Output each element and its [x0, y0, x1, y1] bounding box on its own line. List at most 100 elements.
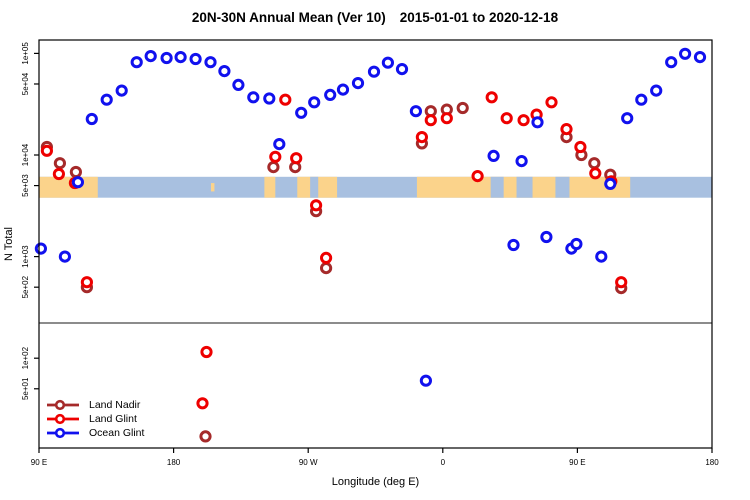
data-point-land_glint: [517, 114, 530, 127]
data-point-ocean_glint: [351, 77, 365, 90]
chart-title-main: 20N-30N Annual Mean (Ver 10): [191, 10, 386, 25]
data-point-land_glint: [574, 140, 587, 154]
data-point-land_nadir: [588, 157, 601, 170]
y-tick-label: 5e+04: [21, 72, 30, 95]
data-point-land_nadir: [199, 430, 212, 443]
data-point-ocean_glint: [85, 112, 98, 126]
x-tick-label: 0: [441, 458, 446, 467]
data-point-ocean_glint: [621, 112, 634, 125]
chart-title-dates: 2015-01-01 to 2020-12-18: [399, 10, 559, 25]
x-tick-label: 180: [705, 458, 719, 467]
data-point-ocean_glint: [324, 88, 337, 102]
y-tick-label: 1e+04: [21, 143, 30, 166]
data-point-ocean_glint: [693, 51, 707, 64]
data-point-land_nadir: [320, 262, 333, 275]
data-point-ocean_glint: [295, 106, 308, 119]
data-point-ocean_glint: [263, 92, 276, 105]
data-point-land_glint: [560, 123, 573, 136]
data-point-ocean_glint: [247, 91, 260, 104]
map-strip-land: [264, 176, 276, 198]
legend-item-land-glint: Land Glint: [46, 412, 144, 426]
legend-label-land-glint: Land Glint: [89, 413, 137, 425]
y-tick-label: 1e+02: [21, 346, 30, 369]
y-tick-label: 5e+02: [21, 275, 30, 298]
data-point-ocean_glint: [531, 116, 544, 129]
data-point-land_glint: [424, 114, 437, 127]
data-point-land_glint: [290, 152, 303, 165]
data-point-ocean_glint: [515, 155, 528, 168]
legend-label-land-nadir: Land Nadir: [89, 399, 141, 411]
y-tick-label: 5e+03: [21, 174, 30, 197]
data-point-ocean_glint: [273, 138, 286, 151]
data-point-ocean_glint: [419, 374, 432, 387]
map-strip-ocean-gap: [490, 176, 504, 198]
x-tick-label: 90 E: [569, 458, 585, 467]
data-point-ocean_glint: [174, 51, 187, 64]
data-point-ocean_glint: [115, 84, 128, 97]
data-point-ocean_glint: [144, 50, 157, 63]
data-point-ocean_glint: [218, 65, 231, 78]
data-point-ocean_glint: [595, 250, 608, 263]
data-point-ocean_glint: [604, 177, 617, 190]
data-point-ocean_glint: [540, 230, 553, 244]
data-point-land_glint: [320, 251, 333, 264]
data-point-land_glint: [52, 167, 66, 181]
data-point-ocean_glint: [308, 96, 321, 109]
data-point-land_glint: [545, 96, 558, 109]
data-point-land_glint: [40, 144, 54, 157]
data-point-land_glint: [200, 345, 213, 359]
plot-background: [39, 40, 712, 448]
data-point-ocean_glint: [635, 93, 648, 106]
data-point-land_glint: [80, 276, 94, 289]
data-point-land_glint: [615, 276, 628, 289]
data-point-ocean_glint: [409, 105, 422, 118]
map-strip-land: [39, 176, 98, 198]
data-point-land_glint: [310, 199, 323, 212]
x-axis-title: Longitude (deg E): [331, 476, 420, 488]
data-point-ocean_glint: [336, 83, 350, 96]
chart-title: 20N-30N Annual Mean (Ver 10) 2015-01-01 t…: [0, 10, 750, 25]
data-point-ocean_glint: [487, 149, 500, 162]
data-point-ocean_glint: [570, 237, 583, 251]
map-strip-ocean-gap: [555, 176, 570, 198]
x-tick-label: 180: [167, 458, 181, 467]
plot-border: [38, 39, 713, 449]
data-point-ocean_glint: [160, 51, 173, 65]
data-point-land_nadir: [456, 101, 469, 115]
legend-item-ocean-glint: Ocean Glint: [46, 426, 144, 440]
y-tick-label: 1e+05: [21, 42, 30, 65]
data-point-ocean_glint: [395, 63, 409, 76]
data-point-ocean_glint: [665, 56, 678, 69]
legend-label-ocean-glint: Ocean Glint: [89, 427, 145, 439]
data-point-ocean_glint: [650, 84, 663, 97]
data-point-ocean_glint: [679, 47, 692, 60]
data-point-ocean_glint: [232, 78, 245, 92]
data-point-land_nadir: [53, 157, 67, 170]
data-point-ocean_glint: [367, 65, 381, 78]
land-nadir-symbol-icon: [47, 399, 79, 411]
data-point-ocean_glint: [100, 93, 113, 106]
data-point-land_glint: [279, 93, 292, 106]
data-point-land_glint: [471, 170, 484, 183]
data-point-land_glint: [415, 131, 428, 144]
data-point-land_glint: [440, 112, 453, 125]
data-point-ocean_glint: [71, 176, 85, 189]
data-point-ocean_glint: [204, 56, 217, 69]
map-strip-ocean-gap: [310, 176, 319, 198]
map-strip-island: [210, 183, 215, 192]
data-point-ocean_glint: [189, 52, 202, 66]
data-point-land_glint: [589, 167, 602, 180]
data-point-land_glint: [269, 150, 282, 163]
legend-item-land-nadir: Land Nadir: [46, 398, 144, 412]
data-point-land_glint: [485, 91, 498, 104]
ocean-glint-symbol-icon: [47, 427, 79, 439]
data-point-ocean_glint: [130, 56, 143, 69]
data-point-land_glint: [196, 397, 209, 410]
y-tick-label: 1e+03: [21, 245, 30, 268]
data-point-ocean_glint: [34, 242, 48, 255]
y-tick-label: 5e+01: [21, 377, 30, 400]
data-point-ocean_glint: [507, 238, 520, 252]
data-point-ocean_glint: [381, 56, 394, 69]
